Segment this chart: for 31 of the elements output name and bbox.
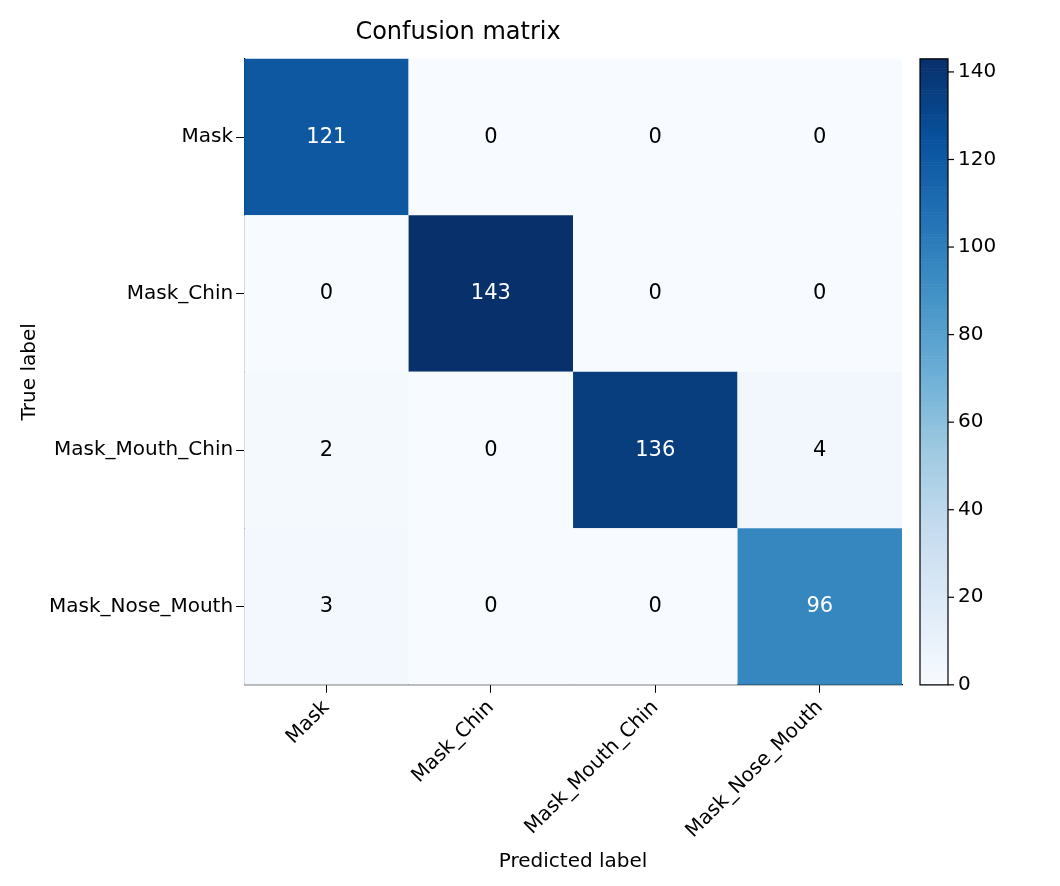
color-bar-label: 20 xyxy=(958,583,984,608)
color-bar-label: 0 xyxy=(958,671,971,696)
y-tick-label: Mask xyxy=(181,123,234,148)
data-label: 0 xyxy=(484,436,498,461)
data-label: 136 xyxy=(635,436,676,461)
color-bar-label: 100 xyxy=(958,233,997,258)
data-label: 0 xyxy=(484,123,498,148)
data-label: 0 xyxy=(484,593,498,618)
y-tick-label: Mask_Mouth_Chin xyxy=(54,436,234,461)
color-bar-label: 140 xyxy=(958,58,997,83)
data-label: 0 xyxy=(319,280,334,305)
data-label: 0 xyxy=(813,123,827,148)
data-label: 143 xyxy=(470,280,511,305)
data-label: 0 xyxy=(648,280,662,305)
chart-title: Confusion matrix xyxy=(355,16,561,45)
y-tick-label: Mask_Chin xyxy=(126,279,234,304)
data-label: 96 xyxy=(806,593,834,618)
data-label: 0 xyxy=(648,123,662,148)
y-axis-title: True label xyxy=(16,323,41,422)
color-bar-label: 60 xyxy=(958,408,984,433)
data-label: 4 xyxy=(813,436,827,461)
color-bar-label: 120 xyxy=(958,145,997,170)
x-axis-title: Predicted label xyxy=(498,848,648,873)
data-label: 0 xyxy=(813,280,827,305)
data-label: 0 xyxy=(648,593,662,618)
data-label: 2 xyxy=(319,436,334,461)
color-bar-label: 40 xyxy=(958,495,984,520)
data-label: 3 xyxy=(319,593,334,618)
data-label: 121 xyxy=(306,123,347,148)
y-tick-label: Mask_Nose_Mouth xyxy=(49,592,234,617)
color-bar-label: 80 xyxy=(958,320,984,345)
